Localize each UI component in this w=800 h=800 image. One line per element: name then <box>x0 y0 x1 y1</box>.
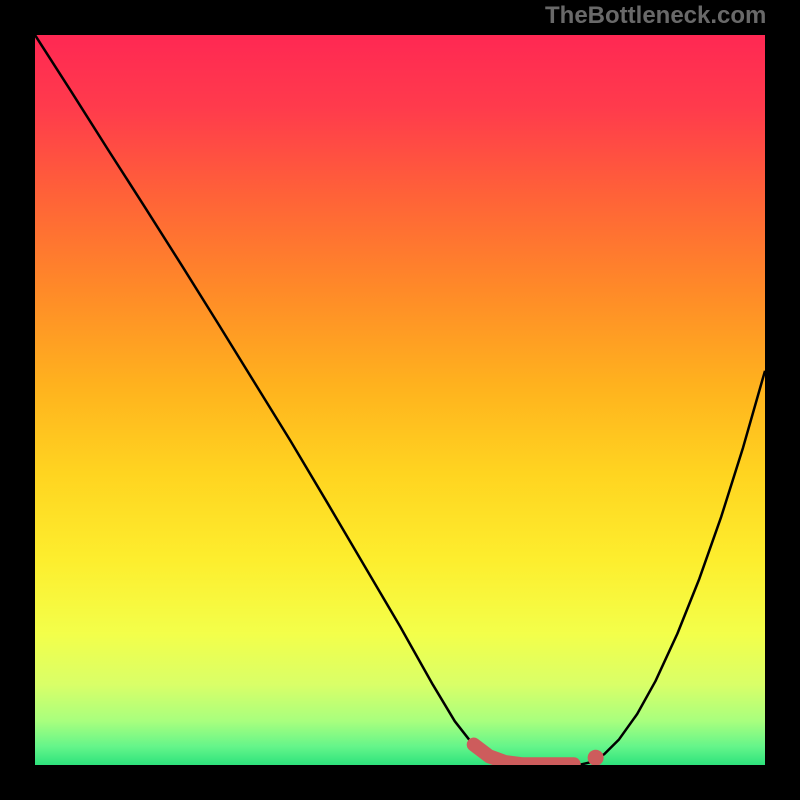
chart-svg <box>35 35 765 765</box>
highlight-end-marker <box>588 750 604 765</box>
plot-area <box>35 35 765 765</box>
watermark-text: TheBottleneck.com <box>545 2 766 30</box>
gradient-background <box>35 35 765 765</box>
figure-container: TheBottleneck.com <box>0 0 800 800</box>
